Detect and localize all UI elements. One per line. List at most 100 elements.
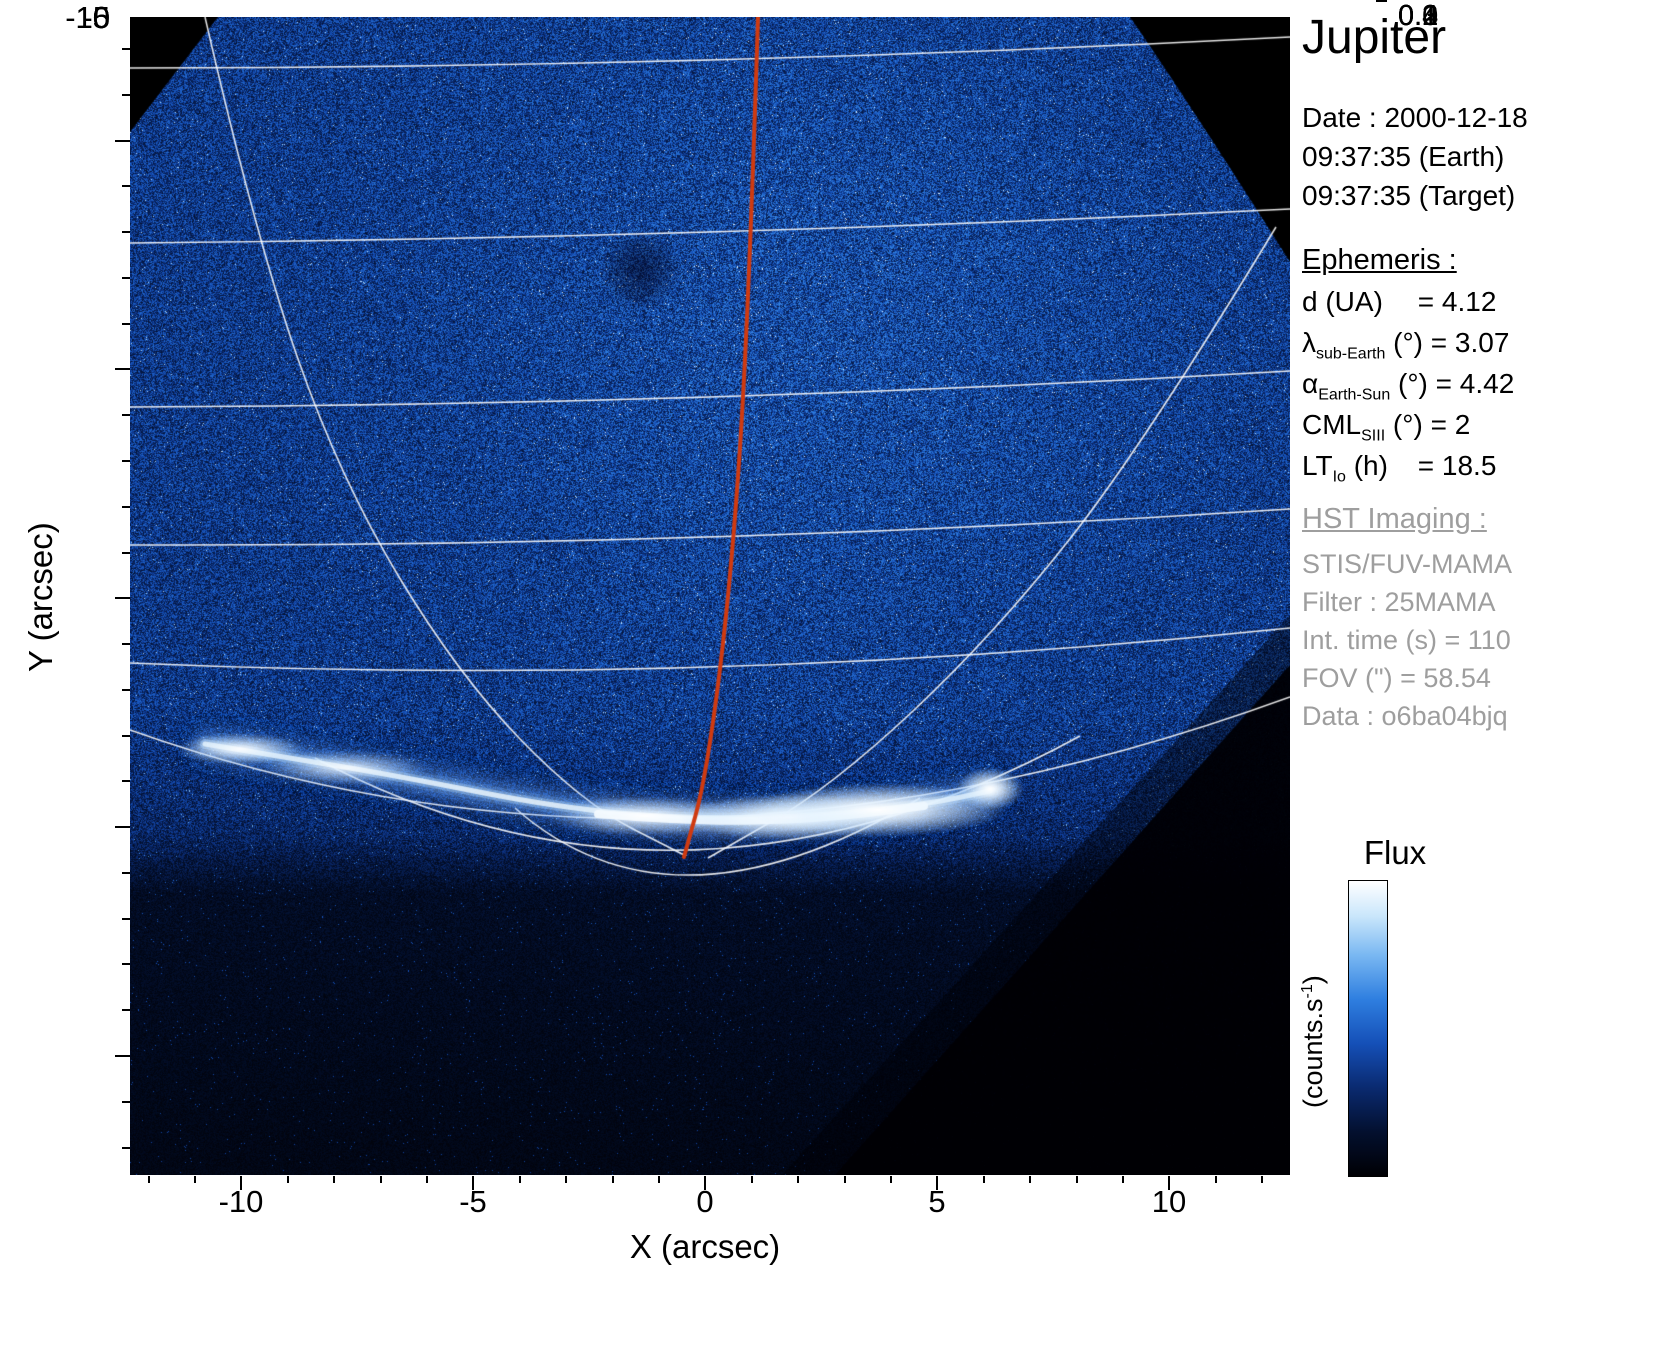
y-axis-tick xyxy=(122,185,130,187)
x-axis-tick xyxy=(565,1176,567,1183)
y-axis-tick xyxy=(122,323,130,325)
x-axis-tick xyxy=(194,1176,196,1183)
ephemeris-symbol: d xyxy=(1302,286,1318,317)
hst-instrument: STIS/FUV-MAMA xyxy=(1302,545,1512,583)
ephemeris-unit: (h) xyxy=(1354,450,1388,481)
y-axis-tick xyxy=(122,689,130,691)
ephemeris-row: αEarth-Sun (°) = 4.42 xyxy=(1302,368,1514,409)
colorbar-unit-text: (counts.s xyxy=(1298,998,1328,1108)
ephemeris-row: CMLSIII (°) = 2 xyxy=(1302,409,1514,450)
y-axis-tick xyxy=(122,1009,130,1011)
y-axis-tick xyxy=(122,735,130,737)
ephemeris-value: = 2 xyxy=(1431,409,1471,440)
x-tick-label: 10 xyxy=(1119,1184,1219,1220)
ephemeris-unit: (°) xyxy=(1398,368,1428,399)
x-tick-label: -10 xyxy=(191,1184,291,1220)
x-tick-label: 0 xyxy=(655,1184,755,1220)
ephemeris-subscript: Io xyxy=(1333,469,1346,486)
y-axis-tick xyxy=(115,368,130,370)
ephemeris-value: = 3.07 xyxy=(1431,327,1510,358)
y-axis-tick xyxy=(122,460,130,462)
x-axis-tick xyxy=(1029,1176,1031,1183)
ephemeris-heading: Ephemeris : xyxy=(1302,244,1457,277)
x-tick-label: 5 xyxy=(887,1184,987,1220)
y-axis-tick xyxy=(115,826,130,828)
x-axis-tick xyxy=(983,1176,985,1183)
x-axis-tick xyxy=(890,1176,892,1183)
x-axis-tick xyxy=(1215,1176,1217,1183)
y-axis-tick xyxy=(122,872,130,874)
observation-datetime-block: Date : 2000-12-18 09:37:35 (Earth) 09:37… xyxy=(1302,98,1528,215)
x-axis-tick xyxy=(1122,1176,1124,1183)
y-axis-tick xyxy=(115,1055,130,1057)
x-axis-tick xyxy=(1076,1176,1078,1183)
ephemeris-row: λsub-Earth (°) = 3.07 xyxy=(1302,327,1514,368)
x-axis-tick xyxy=(287,1176,289,1183)
x-axis-tick xyxy=(1261,1176,1263,1183)
observation-time-earth: 09:37:35 (Earth) xyxy=(1302,137,1528,176)
y-axis-tick xyxy=(122,780,130,782)
ephemeris-unit: (UA) xyxy=(1325,286,1383,317)
y-axis-tick xyxy=(115,597,130,599)
y-axis-tick xyxy=(122,643,130,645)
y-axis-tick xyxy=(122,277,130,279)
ephemeris-value: = 4.12 xyxy=(1418,286,1497,317)
y-axis-tick xyxy=(122,414,130,416)
ephemeris-symbol: CML xyxy=(1302,409,1361,440)
ephemeris-block: d (UA) = 4.12 λsub-Earth (°) = 3.07 αEar… xyxy=(1302,286,1514,491)
x-axis-label: X (arcsec) xyxy=(530,1228,880,1266)
colorbar-tick xyxy=(1376,0,1387,2)
apis-jupiter-observation-figure: -10 -5 0 5 10 10 5 0 -5 -10 X (arcsec) Y… xyxy=(0,0,1676,1367)
x-tick-label: -5 xyxy=(423,1184,523,1220)
colorbar-unit-close: ) xyxy=(1298,975,1328,984)
y-axis-tick xyxy=(122,506,130,508)
y-axis-tick xyxy=(122,918,130,920)
ephemeris-unit: (°) xyxy=(1393,327,1423,358)
ephemeris-subscript: Earth-Sun xyxy=(1318,387,1390,404)
x-axis-tick xyxy=(380,1176,382,1183)
colorbar-unit-label: (counts.s-1) xyxy=(1298,975,1329,1108)
hst-imaging-block: STIS/FUV-MAMA Filter : 25MAMA Int. time … xyxy=(1302,545,1512,735)
x-axis-tick xyxy=(333,1176,335,1183)
y-axis-label: Y (arcsec) xyxy=(22,522,60,672)
ephemeris-unit: (°) xyxy=(1393,409,1423,440)
y-axis-tick xyxy=(122,552,130,554)
ephemeris-subscript: sub-Earth xyxy=(1316,346,1385,363)
fuv-image-plot xyxy=(130,17,1290,1175)
x-axis-tick xyxy=(519,1176,521,1183)
hst-fov: FOV (") = 58.54 xyxy=(1302,659,1512,697)
y-axis-tick xyxy=(122,48,130,50)
y-tick-label: -10 xyxy=(26,0,110,36)
y-axis-tick xyxy=(115,140,130,142)
ephemeris-subscript: SIII xyxy=(1361,428,1385,445)
ephemeris-symbol: α xyxy=(1302,368,1318,399)
ephemeris-row: LTIo (h) = 18.5 xyxy=(1302,450,1514,491)
x-axis-tick xyxy=(148,1176,150,1183)
y-axis-tick xyxy=(122,1147,130,1149)
x-axis-tick xyxy=(797,1176,799,1183)
colorbar-unit-exponent: -1 xyxy=(1299,984,1316,998)
x-axis-tick xyxy=(612,1176,614,1183)
hst-data-id: Data : o6ba04bjq xyxy=(1302,697,1512,735)
colorbar-tick-label: 0.0 xyxy=(1398,0,1438,33)
y-axis-tick xyxy=(122,963,130,965)
hst-int-time: Int. time (s) = 110 xyxy=(1302,621,1512,659)
x-axis-tick xyxy=(844,1176,846,1183)
x-axis-tick xyxy=(658,1176,660,1183)
colorbar-gradient xyxy=(1348,880,1388,1177)
x-axis-tick xyxy=(426,1176,428,1183)
ephemeris-value: = 4.42 xyxy=(1436,368,1515,399)
fuv-image-canvas xyxy=(130,17,1290,1175)
x-axis-tick xyxy=(751,1176,753,1183)
observation-date: Date : 2000-12-18 xyxy=(1302,98,1528,137)
hst-imaging-heading: HST Imaging : xyxy=(1302,503,1487,536)
ephemeris-value: = 18.5 xyxy=(1418,450,1497,481)
observation-time-target: 09:37:35 (Target) xyxy=(1302,176,1528,215)
y-axis-tick xyxy=(122,94,130,96)
colorbar-title: Flux xyxy=(1330,834,1460,872)
ephemeris-symbol: LT xyxy=(1302,450,1333,481)
hst-filter: Filter : 25MAMA xyxy=(1302,583,1512,621)
ephemeris-row: d (UA) = 4.12 xyxy=(1302,286,1514,327)
ephemeris-symbol: λ xyxy=(1302,327,1316,358)
y-axis-tick xyxy=(122,1101,130,1103)
